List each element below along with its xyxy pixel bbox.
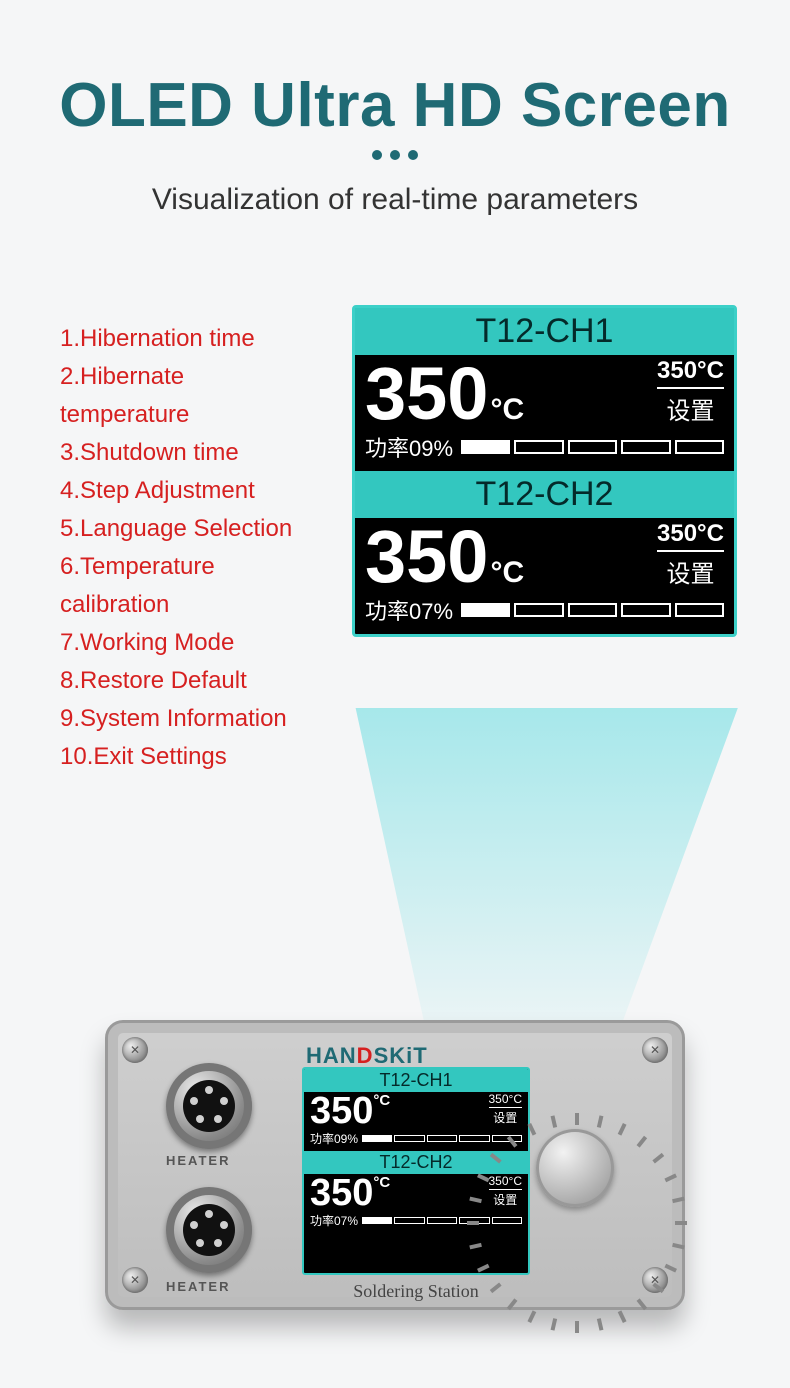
dev-ch2-power-bar (362, 1217, 522, 1224)
device-oled-screen: T12-CH1 350 °C 350°C 设置 功率09% T12-CH2 35… (302, 1067, 530, 1275)
feature-item: 4.Step Adjustment (60, 472, 360, 510)
soldering-station-device: HEATER HEATER HANDSKiT T12-CH1 350 °C 35… (105, 1020, 685, 1310)
dev-ch1-body: 350 °C 350°C 设置 (304, 1092, 528, 1130)
dev-ch1-power-label: 功率09% (310, 1130, 358, 1147)
oled-ch2-body: 350 °C 350°C 设置 (355, 518, 734, 594)
dev-ch2-temp-unit: °C (373, 1174, 390, 1191)
screw-icon (122, 1267, 148, 1293)
heater-connector-1[interactable] (166, 1063, 252, 1149)
oled-ch2-set-label: 设置 (657, 554, 724, 589)
oled-ch2-set-temp: 350°C (657, 520, 724, 548)
oled-ch2-power-bar (461, 603, 724, 617)
oled-ch2-power-row: 功率07% (355, 594, 734, 634)
dev-ch1-header: T12-CH1 (304, 1069, 528, 1092)
heater-label-1: HEATER (166, 1153, 230, 1168)
oled-ch2-temp-unit: °C (490, 556, 524, 590)
feature-item: 2.Hibernate (60, 358, 360, 396)
feature-item: 6.Temperature (60, 548, 360, 586)
page-title: OLED Ultra HD Screen (0, 0, 790, 141)
feature-item: 1.Hibernation time (60, 320, 360, 358)
oled-ch1-header: T12-CH1 (355, 308, 734, 355)
oled-ch2-power-label: 功率07% (365, 594, 453, 626)
heater-label-2: HEATER (166, 1279, 230, 1294)
dev-ch1-temp: 350 (310, 1092, 373, 1130)
control-knob[interactable] (520, 1113, 630, 1223)
oled-ch1-temp: 350 (365, 357, 488, 431)
dev-ch1-temp-unit: °C (373, 1092, 390, 1109)
heater-connector-2[interactable] (166, 1187, 252, 1273)
oled-ch1-set-label: 设置 (657, 391, 724, 426)
screw-icon (642, 1037, 668, 1063)
oled-ch2-temp: 350 (365, 520, 488, 594)
oled-ch1-temp-unit: °C (490, 393, 524, 427)
brand-prefix: HAN (306, 1043, 357, 1068)
dev-ch1-power-row: 功率09% (304, 1130, 528, 1151)
dev-ch2-body: 350 °C 350°C 设置 (304, 1174, 528, 1212)
dev-ch2-set-label: 设置 (489, 1191, 523, 1208)
feature-item: 9.System Information (60, 700, 360, 738)
knob-cap-icon (536, 1129, 614, 1207)
feature-item: 3.Shutdown time (60, 434, 360, 472)
oled-ch1-power-label: 功率09% (365, 431, 453, 463)
feature-list: 1.Hibernation time2.Hibernatetemperature… (60, 320, 360, 776)
oled-ch2-header: T12-CH2 (355, 471, 734, 518)
dev-ch1-power-bar (362, 1135, 522, 1142)
title-dots (0, 147, 790, 165)
feature-item: calibration (60, 586, 360, 624)
feature-item: temperature (60, 396, 360, 434)
dev-ch1-set-label: 设置 (489, 1109, 523, 1126)
brand-logo: HANDSKiT (306, 1043, 428, 1069)
oled-ch1-power-row: 功率09% (355, 431, 734, 471)
feature-item: 5.Language Selection (60, 510, 360, 548)
oled-ch1-set-temp: 350°C (657, 357, 724, 385)
screw-icon (122, 1037, 148, 1063)
page-subtitle: Visualization of real-time parameters (0, 183, 790, 217)
feature-item: 8.Restore Default (60, 662, 360, 700)
brand-suffix: SKiT (374, 1043, 428, 1068)
dev-ch2-power-row: 功率07% (304, 1212, 528, 1233)
oled-ch1-power-bar (461, 440, 724, 454)
oled-enlarged-panel: T12-CH1 350 °C 350°C 设置 功率09% T12-CH2 35… (352, 305, 737, 637)
dev-ch1-set-temp: 350°C (489, 1092, 523, 1106)
brand-mid: D (357, 1043, 374, 1068)
feature-item: 7.Working Mode (60, 624, 360, 662)
feature-item: 10.Exit Settings (60, 738, 360, 776)
oled-ch1-body: 350 °C 350°C 设置 (355, 355, 734, 431)
dev-ch2-temp: 350 (310, 1174, 373, 1212)
dev-ch2-power-label: 功率07% (310, 1212, 358, 1229)
dev-ch2-set-temp: 350°C (489, 1174, 523, 1188)
